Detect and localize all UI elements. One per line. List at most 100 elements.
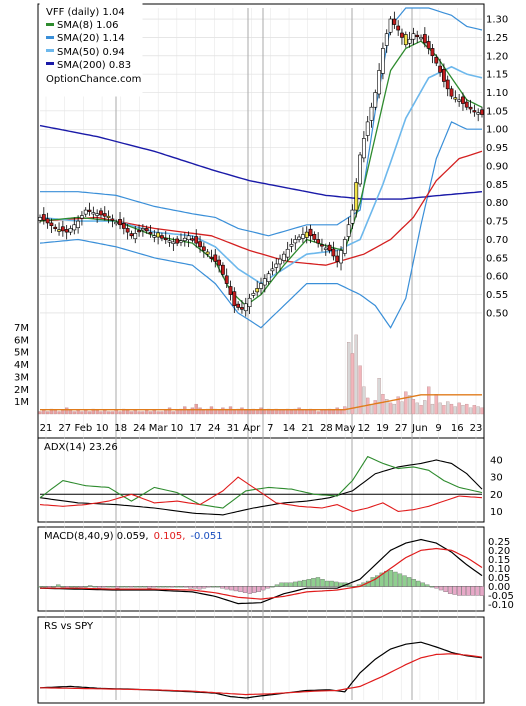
adx-y-tick: 20 — [490, 490, 503, 501]
macd-histogram-bar — [165, 586, 170, 588]
x-tick-label: Apr — [243, 423, 261, 434]
x-tick-label: 19 — [376, 423, 389, 434]
macd-histogram-bar — [347, 584, 353, 587]
candle-body — [403, 34, 408, 46]
adx-y-tick: 40 — [490, 456, 503, 467]
candle-body — [331, 248, 336, 257]
volume-bar — [453, 406, 457, 415]
candle-body — [114, 222, 119, 225]
volume-bar — [87, 411, 92, 415]
volume-bar — [461, 405, 465, 415]
volume-bar — [240, 407, 244, 415]
x-tick-label: 27 — [395, 423, 408, 434]
macd-histogram-bar — [42, 586, 47, 588]
candle-body — [220, 264, 225, 275]
macd-histogram-bar — [375, 575, 380, 587]
candle-body — [274, 263, 279, 268]
volume-bar — [457, 402, 461, 415]
macd-histogram-bar — [119, 586, 125, 588]
volume-bar — [415, 402, 419, 415]
candle-body — [278, 258, 282, 265]
candle-body — [57, 229, 61, 232]
candle-body — [232, 291, 237, 306]
volume-bar — [259, 407, 263, 415]
candle-body — [350, 209, 355, 224]
candle-body — [449, 88, 454, 97]
candle-body — [312, 234, 317, 240]
volume-bar — [167, 407, 172, 415]
candle-body — [373, 92, 378, 108]
candle-body — [365, 121, 370, 136]
x-tick-label: 17 — [189, 423, 202, 434]
x-tick-label: 18 — [114, 423, 127, 434]
volume-y-tick: 4M — [14, 360, 29, 371]
price-y-tick: 0.95 — [486, 143, 508, 154]
adx-series-line — [39, 476, 483, 512]
volume-bar — [61, 410, 65, 415]
volume-bar — [430, 403, 435, 415]
candle-body — [289, 244, 294, 247]
bollinger-bands — [39, 7, 483, 329]
macd-histogram-bar — [69, 586, 75, 588]
sma200-line — [39, 124, 483, 200]
macd-histogram-bar — [256, 586, 261, 593]
x-tick-label: 27 — [58, 423, 71, 434]
x-tick-label: Jun — [411, 423, 428, 434]
candle-body — [228, 286, 233, 295]
rs-lines — [39, 641, 483, 699]
x-tick-label: 9 — [435, 423, 441, 434]
x-tick-label: 16 — [451, 423, 464, 434]
volume-bar — [270, 410, 275, 415]
volume-y-tick: 1M — [14, 397, 29, 408]
candle-body — [217, 259, 221, 266]
macd-histogram-bar — [425, 584, 430, 587]
lower-band — [39, 121, 482, 329]
candle-body — [148, 232, 153, 235]
macd-histogram-bar — [110, 586, 116, 588]
macd-histogram-bar — [224, 586, 229, 590]
candle-body — [476, 112, 481, 115]
macd-lines — [37, 538, 485, 605]
volume-bar — [129, 411, 134, 415]
x-tick-label: Feb — [75, 423, 93, 434]
candle-body — [144, 228, 149, 232]
volume-bar — [297, 407, 301, 415]
macd-panel-frame — [37, 526, 485, 612]
legend-sma50: SMA(50) 0.94 — [57, 47, 125, 58]
volume-bar — [289, 410, 294, 415]
candle-body — [45, 218, 50, 224]
candle-body — [285, 248, 290, 258]
candle-body — [262, 278, 267, 286]
candle-body — [213, 254, 218, 262]
macd-histogram-bar — [247, 586, 252, 594]
volume-bar — [232, 410, 236, 415]
macd-histogram-bar — [78, 586, 84, 588]
volume-bar — [103, 410, 107, 415]
candle-body — [411, 33, 416, 40]
candle-body — [125, 228, 130, 233]
macd-histogram-bar — [220, 586, 225, 589]
macd-histogram-bar — [133, 586, 138, 588]
volume-bar — [434, 394, 438, 415]
volume-bar — [80, 411, 84, 415]
x-tick-label: 21 — [301, 423, 314, 434]
macd-histogram-bar — [192, 586, 198, 589]
volume-bar — [110, 411, 115, 415]
volume-bar — [125, 410, 130, 415]
macd-histogram-bar — [215, 586, 220, 588]
volume-bar — [99, 411, 103, 415]
volume-bar — [175, 410, 179, 415]
candle-body — [400, 32, 404, 38]
candle-body — [335, 255, 340, 262]
volume-bar — [263, 410, 267, 415]
candle-body — [102, 213, 107, 217]
macd-histogram-bar — [74, 586, 79, 588]
candle-body — [95, 213, 100, 216]
candle-body — [304, 231, 309, 238]
volume-bar — [247, 410, 252, 415]
macd-y-tick: -0.05 — [488, 591, 514, 602]
volume-bar — [198, 407, 202, 415]
volume-bar — [400, 401, 404, 415]
macd-histogram-bar — [443, 586, 448, 593]
macd-histogram-bar — [461, 586, 466, 596]
